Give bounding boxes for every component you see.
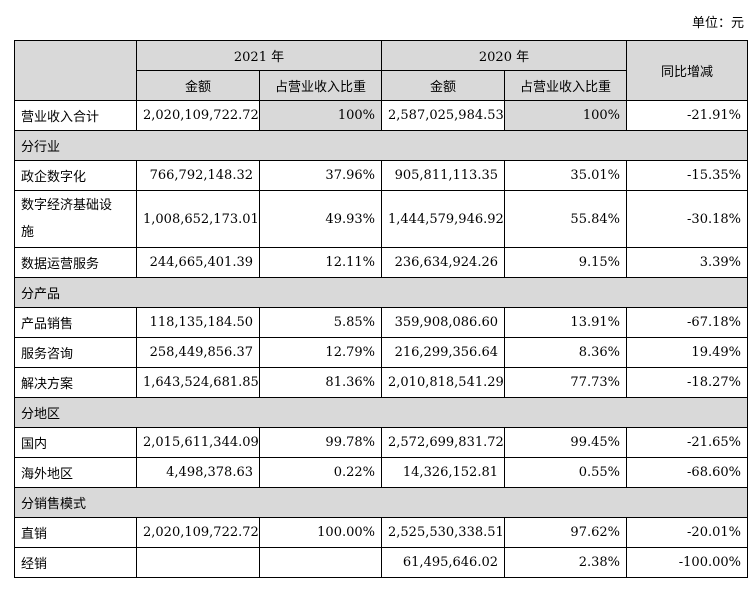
header-2020: 2020 年 xyxy=(381,40,627,71)
amount-2021-cell: 244,665,401.39 xyxy=(136,247,260,278)
amount-2020-cell: 1,444,579,946.92 xyxy=(381,190,505,248)
yoy-cell: -21.91% xyxy=(626,100,748,131)
ratio-2021-cell: 81.36% xyxy=(259,367,382,398)
amount-2020-cell: 359,908,086.60 xyxy=(381,307,505,338)
amount-2021-cell: 1,008,652,173.01 xyxy=(136,190,260,248)
row-label-line2: 施 xyxy=(21,225,35,240)
ratio-2021-cell: 0.22% xyxy=(259,457,382,488)
table-row: 产品销售 118,135,184.50 5.85% 359,908,086.60 13.… xyxy=(14,307,748,338)
row-label: 数字经济基础设施 xyxy=(14,190,137,248)
ratio-2020-cell: 97.62% xyxy=(504,517,627,548)
table-row: 服务咨询 258,449,856.37 12.79% 216,299,356.64 8.… xyxy=(14,337,748,368)
amount-2020-cell: 2,587,025,984.53 xyxy=(381,100,505,131)
ratio-2021-cell: 12.79% xyxy=(259,337,382,368)
section-label: 分地区 xyxy=(14,397,748,428)
amount-2021-cell xyxy=(136,547,260,578)
yoy-cell: -100.00% xyxy=(626,547,748,578)
table-row: 解决方案 1,643,524,681.85 81.36% 2,010,818,541.… xyxy=(14,367,748,398)
header-2021: 2021 年 xyxy=(136,40,382,71)
amount-2021-cell: 4,498,378.63 xyxy=(136,457,260,488)
table-row: 海外地区 4,498,378.63 0.22% 14,326,152.81 0.55% -… xyxy=(14,457,748,488)
table-row: 数字经济基础设施 1,008,652,173.01 49.93% 1,444,579,… xyxy=(14,190,748,248)
ratio-2021-cell: 5.85% xyxy=(259,307,382,338)
row-label: 营业收入合计 xyxy=(14,100,137,131)
row-label: 经销 xyxy=(14,547,137,578)
table-row: 营业收入合计 2,020,109,722.72 100% 2,587,025,984.… xyxy=(14,100,748,131)
row-label: 国内 xyxy=(14,427,137,458)
yoy-cell: -30.18% xyxy=(626,190,748,248)
section-row: 分产品 xyxy=(14,277,748,308)
table-row: 经销 61,495,646.02 2.38% -100.00% xyxy=(14,547,748,578)
header-amount-2021: 金额 xyxy=(136,70,260,101)
row-label: 政企数字化 xyxy=(14,160,137,191)
ratio-2021-cell: 49.93% xyxy=(259,190,382,248)
corner-cell xyxy=(14,40,137,101)
amount-2021-cell: 1,643,524,681.85 xyxy=(136,367,260,398)
yoy-cell: -67.18% xyxy=(626,307,748,338)
ratio-2021-cell: 37.96% xyxy=(259,160,382,191)
amount-2020-cell: 236,634,924.26 xyxy=(381,247,505,278)
yoy-cell: -15.35% xyxy=(626,160,748,191)
row-label-line1: 数字经济基础设 xyxy=(21,198,113,213)
amount-2021-cell: 2,015,611,344.09 xyxy=(136,427,260,458)
amount-2020-cell: 61,495,646.02 xyxy=(381,547,505,578)
ratio-2020-cell: 77.73% xyxy=(504,367,627,398)
table-row: 国内 2,015,611,344.09 99.78% 2,572,699,831.72… xyxy=(14,427,748,458)
ratio-2020-cell: 55.84% xyxy=(504,190,627,248)
ratio-2021-cell: 100% xyxy=(259,100,382,131)
table-row: 数据运营服务 244,665,401.39 12.11% 236,634,924.26… xyxy=(14,247,748,278)
header-amount-2020: 金额 xyxy=(381,70,505,101)
yoy-cell: 3.39% xyxy=(626,247,748,278)
row-label: 海外地区 xyxy=(14,457,137,488)
row-label: 产品销售 xyxy=(14,307,137,338)
revenue-table: 2021 年 2020 年 同比增减 金额 占营业收入比重 金额 占营业收入比重… xyxy=(14,40,748,578)
header-ratio-2020: 占营业收入比重 xyxy=(504,70,627,101)
ratio-2021-cell xyxy=(259,547,382,578)
section-label: 分产品 xyxy=(14,277,748,308)
ratio-2020-cell: 9.15% xyxy=(504,247,627,278)
unit-label: 单位：元 xyxy=(691,16,744,31)
amount-2021-cell: 766,792,148.32 xyxy=(136,160,260,191)
amount-2021-cell: 118,135,184.50 xyxy=(136,307,260,338)
amount-2021-cell: 258,449,856.37 xyxy=(136,337,260,368)
ratio-2020-cell: 2.38% xyxy=(504,547,627,578)
amount-2020-cell: 905,811,113.35 xyxy=(381,160,505,191)
yoy-cell: -20.01% xyxy=(626,517,748,548)
table-row: 政企数字化 766,792,148.32 37.96% 905,811,113.35 3… xyxy=(14,160,748,191)
row-label: 服务咨询 xyxy=(14,337,137,368)
ratio-2021-cell: 100.00% xyxy=(259,517,382,548)
amount-2020-cell: 216,299,356.64 xyxy=(381,337,505,368)
yoy-cell: -18.27% xyxy=(626,367,748,398)
ratio-2020-cell: 8.36% xyxy=(504,337,627,368)
section-row: 分销售模式 xyxy=(14,487,748,518)
header-yoy: 同比增减 xyxy=(626,40,748,101)
row-label: 直销 xyxy=(14,517,137,548)
section-label: 分销售模式 xyxy=(14,487,748,518)
yoy-cell: -21.65% xyxy=(626,427,748,458)
amount-2020-cell: 14,326,152.81 xyxy=(381,457,505,488)
ratio-2020-cell: 13.91% xyxy=(504,307,627,338)
amount-2021-cell: 2,020,109,722.72 xyxy=(136,100,260,131)
ratio-2020-cell: 100% xyxy=(504,100,627,131)
table-row: 直销 2,020,109,722.72 100.00% 2,525,530,338.5… xyxy=(14,517,748,548)
section-row: 分地区 xyxy=(14,397,748,428)
ratio-2021-cell: 99.78% xyxy=(259,427,382,458)
ratio-2020-cell: 0.55% xyxy=(504,457,627,488)
amount-2020-cell: 2,525,530,338.51 xyxy=(381,517,505,548)
ratio-2020-cell: 99.45% xyxy=(504,427,627,458)
section-row: 分行业 xyxy=(14,130,748,161)
section-label: 分行业 xyxy=(14,130,748,161)
row-label: 数据运营服务 xyxy=(14,247,137,278)
amount-2020-cell: 2,010,818,541.29 xyxy=(381,367,505,398)
ratio-2020-cell: 35.01% xyxy=(504,160,627,191)
ratio-2021-cell: 12.11% xyxy=(259,247,382,278)
amount-2021-cell: 2,020,109,722.72 xyxy=(136,517,260,548)
header-ratio-2021: 占营业收入比重 xyxy=(259,70,382,101)
yoy-cell: 19.49% xyxy=(626,337,748,368)
row-label: 解决方案 xyxy=(14,367,137,398)
yoy-cell: -68.60% xyxy=(626,457,748,488)
amount-2020-cell: 2,572,699,831.72 xyxy=(381,427,505,458)
